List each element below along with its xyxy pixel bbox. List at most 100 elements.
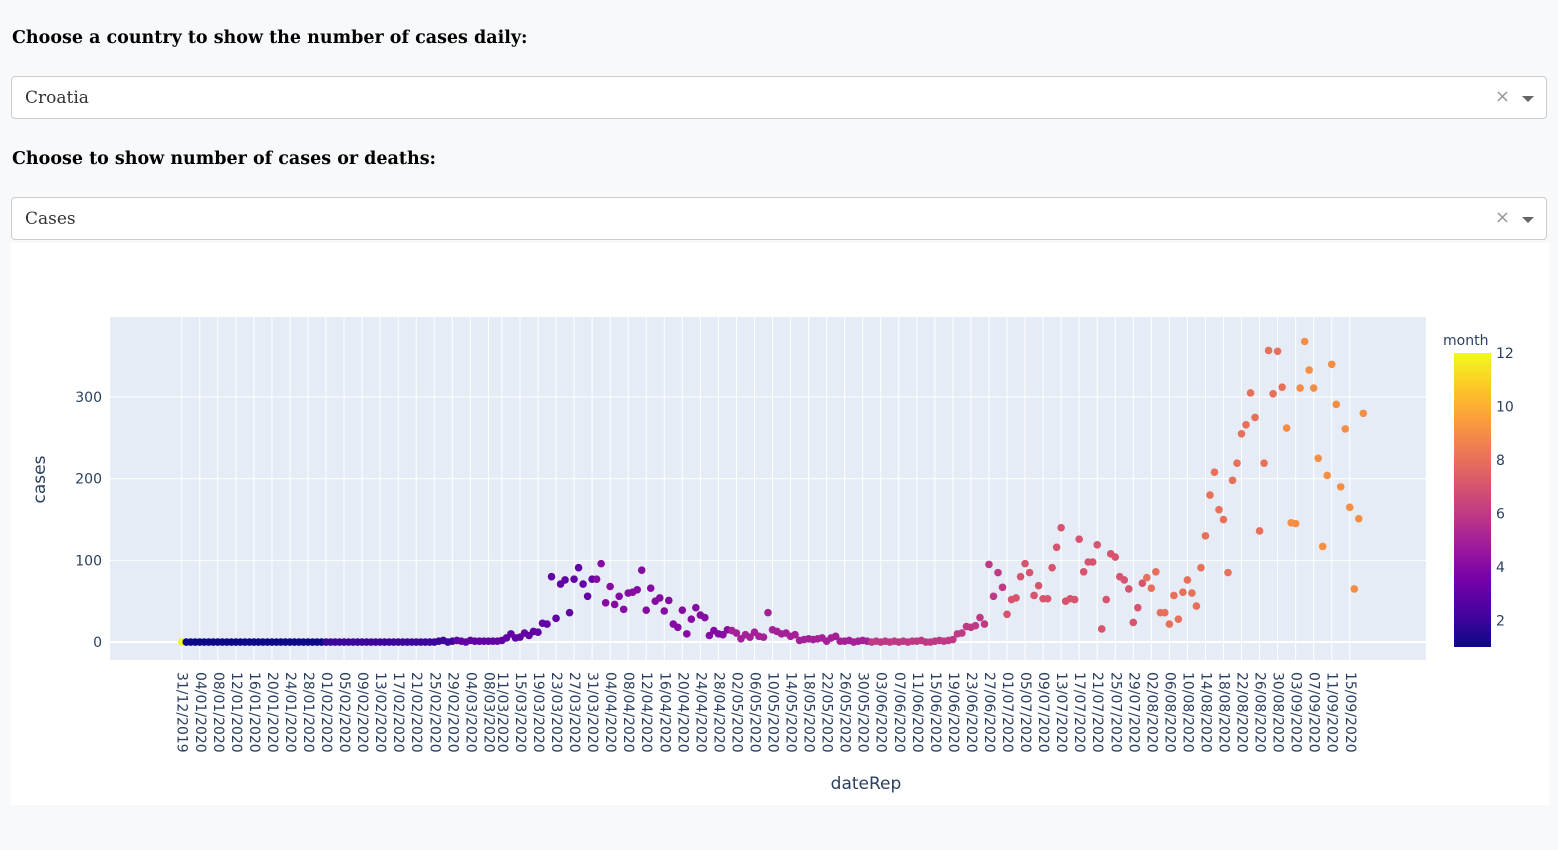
data-point[interactable]	[552, 614, 560, 623]
data-point[interactable]	[1359, 409, 1368, 418]
data-point[interactable]	[1323, 471, 1332, 480]
data-point[interactable]	[732, 629, 741, 637]
metric-dropdown[interactable]: Cases ×	[11, 197, 1547, 240]
data-point[interactable]	[642, 606, 651, 614]
data-point[interactable]	[1043, 594, 1052, 603]
data-point[interactable]	[971, 621, 980, 630]
data-point[interactable]	[1296, 384, 1304, 392]
data-point[interactable]	[678, 606, 687, 614]
data-point[interactable]	[637, 566, 646, 574]
data-point[interactable]	[1124, 585, 1133, 593]
data-point[interactable]	[719, 630, 727, 639]
data-point[interactable]	[989, 592, 998, 601]
data-point[interactable]	[565, 608, 574, 617]
data-point[interactable]	[1134, 603, 1142, 612]
data-point[interactable]	[1305, 366, 1313, 374]
data-point[interactable]	[1192, 602, 1201, 610]
data-point[interactable]	[1314, 454, 1322, 463]
data-point[interactable]	[1075, 535, 1083, 543]
data-point[interactable]	[1341, 425, 1350, 433]
data-point[interactable]	[1070, 595, 1079, 604]
data-point[interactable]	[583, 592, 592, 601]
data-point[interactable]	[791, 630, 799, 639]
data-point[interactable]	[664, 596, 673, 605]
scatter-chart[interactable]: 0 100 200 300 31/12/2019 04/01/2020 08/01/2020…	[11, 243, 1549, 805]
data-point[interactable]	[1269, 389, 1277, 398]
data-point[interactable]	[1152, 568, 1160, 576]
data-point[interactable]	[759, 633, 768, 641]
data-point[interactable]	[831, 632, 840, 641]
data-point[interactable]	[1242, 421, 1250, 429]
data-point[interactable]	[1336, 483, 1345, 491]
chevron-down-icon[interactable]	[1522, 217, 1534, 223]
data-point[interactable]	[1291, 519, 1300, 528]
data-point[interactable]	[619, 605, 628, 614]
data-point[interactable]	[1120, 576, 1129, 584]
data-point[interactable]	[701, 613, 709, 622]
data-point[interactable]	[561, 576, 569, 584]
data-point[interactable]	[1097, 625, 1106, 633]
data-point[interactable]	[1309, 384, 1318, 392]
data-point[interactable]	[949, 635, 957, 644]
data-point[interactable]	[764, 608, 772, 617]
data-point[interactable]	[1170, 591, 1178, 600]
data-point[interactable]	[994, 568, 1002, 577]
data-point[interactable]	[980, 620, 989, 628]
data-point[interactable]	[606, 582, 614, 591]
chevron-down-icon[interactable]	[1522, 96, 1534, 102]
data-point[interactable]	[1052, 543, 1061, 552]
data-point[interactable]	[1003, 610, 1011, 619]
data-point[interactable]	[1278, 383, 1286, 392]
data-point[interactable]	[615, 592, 623, 601]
data-point[interactable]	[1111, 553, 1120, 561]
data-point[interactable]	[660, 607, 669, 615]
data-point[interactable]	[985, 560, 993, 569]
data-point[interactable]	[1057, 523, 1065, 532]
data-point[interactable]	[574, 563, 583, 572]
data-point[interactable]	[1215, 505, 1223, 514]
data-point[interactable]	[646, 584, 655, 592]
data-point[interactable]	[1143, 573, 1151, 582]
data-point[interactable]	[1030, 591, 1038, 600]
data-point[interactable]	[1165, 620, 1174, 628]
data-point[interactable]	[1138, 579, 1147, 588]
data-point[interactable]	[1345, 503, 1354, 512]
data-point[interactable]	[998, 583, 1007, 592]
data-point[interactable]	[1183, 576, 1192, 584]
data-point[interactable]	[1332, 400, 1341, 409]
data-point[interactable]	[1174, 615, 1183, 623]
data-point[interactable]	[1282, 424, 1291, 432]
data-point[interactable]	[1034, 581, 1043, 590]
data-point[interactable]	[1025, 568, 1034, 577]
data-point[interactable]	[1210, 468, 1219, 476]
data-point[interactable]	[1300, 337, 1309, 346]
data-point[interactable]	[746, 633, 754, 641]
data-point[interactable]	[674, 623, 682, 632]
data-point[interactable]	[1016, 572, 1025, 581]
data-point[interactable]	[1048, 563, 1056, 572]
data-point[interactable]	[1201, 532, 1210, 540]
data-point[interactable]	[687, 615, 696, 623]
data-point[interactable]	[1354, 514, 1363, 523]
data-point[interactable]	[1219, 515, 1228, 524]
data-point[interactable]	[1224, 568, 1232, 577]
data-point[interactable]	[1161, 608, 1169, 617]
data-point[interactable]	[534, 628, 542, 637]
data-point[interactable]	[1093, 541, 1102, 549]
clear-icon[interactable]: ×	[1494, 207, 1510, 228]
data-point[interactable]	[1012, 594, 1020, 602]
data-point[interactable]	[1233, 459, 1241, 467]
country-dropdown[interactable]: Croatia ×	[11, 76, 1547, 119]
data-point[interactable]	[1197, 563, 1205, 572]
data-point[interactable]	[1129, 618, 1138, 627]
data-point[interactable]	[1079, 568, 1088, 576]
data-point[interactable]	[1179, 588, 1187, 597]
data-point[interactable]	[683, 630, 691, 638]
data-point[interactable]	[1273, 347, 1282, 356]
data-point[interactable]	[547, 572, 556, 581]
data-point[interactable]	[655, 594, 664, 602]
data-point[interactable]	[570, 575, 578, 583]
data-point[interactable]	[543, 620, 551, 628]
data-point[interactable]	[1188, 589, 1196, 597]
data-point[interactable]	[1251, 413, 1259, 422]
